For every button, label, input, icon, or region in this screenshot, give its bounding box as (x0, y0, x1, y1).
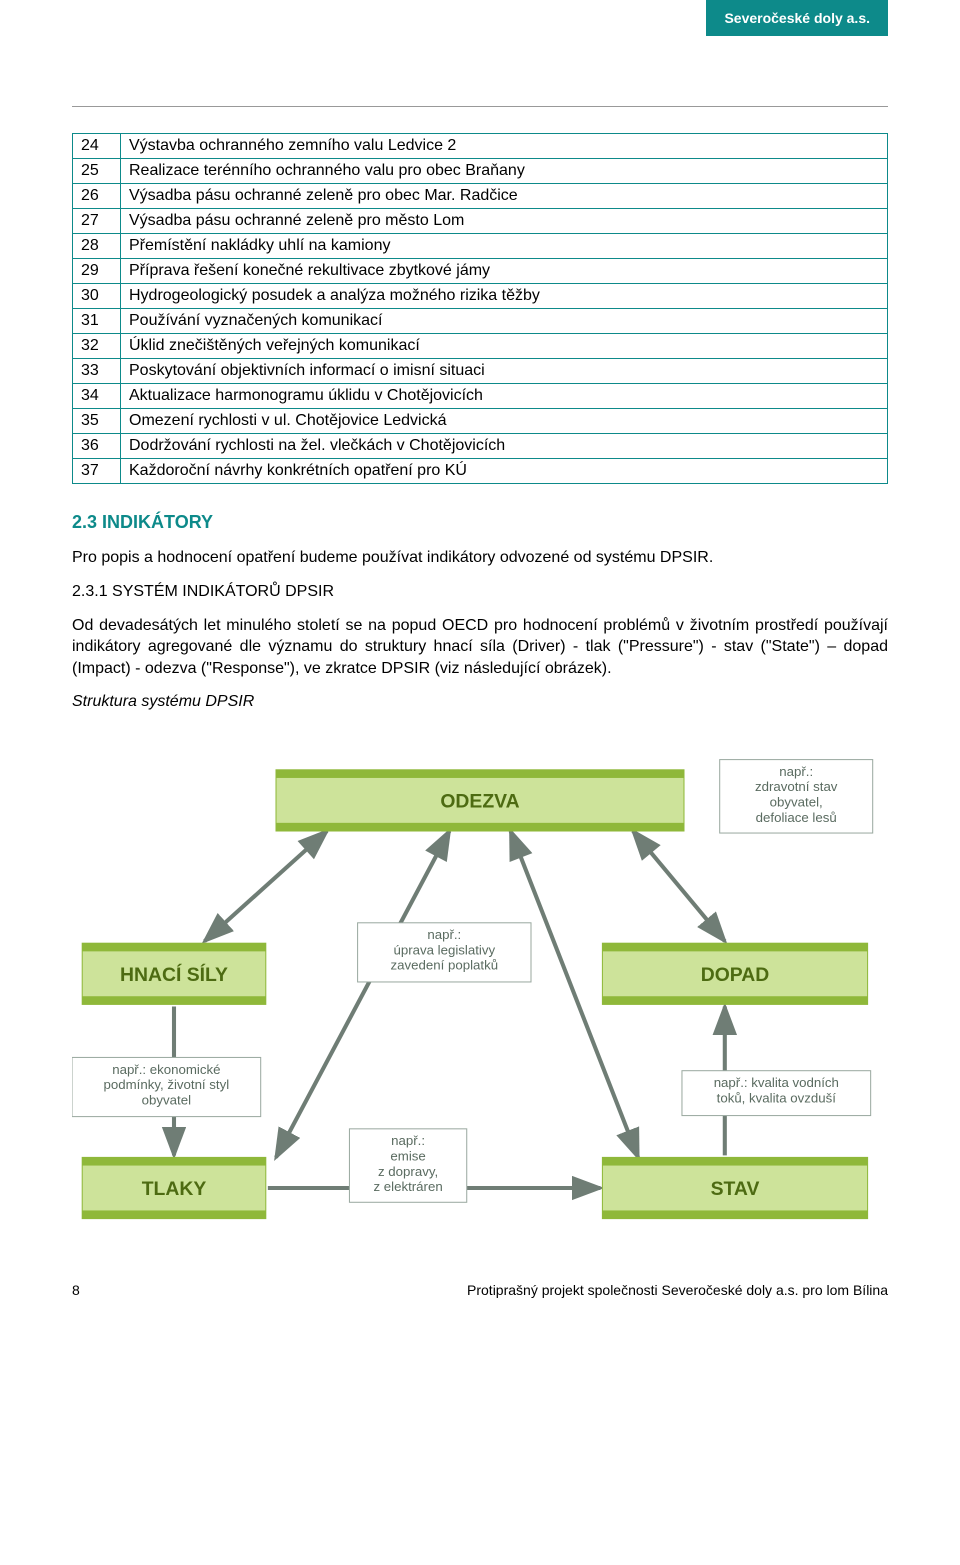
table-row: 28Přemístění nakládky uhlí na kamiony (73, 234, 888, 259)
svg-text:STAV: STAV (711, 1179, 760, 1201)
svg-text:např.:: např.: (391, 1134, 425, 1149)
measures-table: 24Výstavba ochranného zemního valu Ledvi… (72, 133, 888, 484)
table-row: 31Používání vyznačených komunikací (73, 309, 888, 334)
svg-text:DOPAD: DOPAD (701, 964, 769, 986)
svg-text:ODEZVA: ODEZVA (440, 791, 519, 813)
svg-text:zdravotní stav: zdravotní stav (755, 780, 838, 795)
row-text: Poskytování objektivních informací o imi… (121, 359, 888, 384)
row-number: 31 (73, 309, 121, 334)
row-text: Používání vyznačených komunikací (121, 309, 888, 334)
header-company-tab: Severočeské doly a.s. (706, 0, 888, 36)
row-text: Dodržování rychlosti na žel. vlečkách v … (121, 434, 888, 459)
svg-text:úprava legislativy: úprava legislativy (393, 943, 495, 958)
table-row: 25Realizace terénního ochranného valu pr… (73, 159, 888, 184)
subsection-heading: 2.3.1 SYSTÉM INDIKÁTORŮ DPSIR (72, 583, 888, 601)
svg-text:např.:: např.: (779, 764, 813, 779)
table-row: 37Každoroční návrhy konkrétních opatření… (73, 459, 888, 484)
row-text: Výsadba pásu ochranné zeleně pro obec Ma… (121, 184, 888, 209)
row-text: Omezení rychlosti v ul. Chotějovice Ledv… (121, 409, 888, 434)
svg-text:emise: emise (390, 1149, 425, 1164)
row-number: 30 (73, 284, 121, 309)
header-divider (72, 106, 888, 107)
row-text: Každoroční návrhy konkrétních opatření p… (121, 459, 888, 484)
row-number: 33 (73, 359, 121, 384)
row-text: Hydrogeologický posudek a analýza možnéh… (121, 284, 888, 309)
svg-text:z elektráren: z elektráren (373, 1179, 442, 1194)
row-number: 35 (73, 409, 121, 434)
table-row: 34Aktualizace harmonogramu úklidu v Chot… (73, 384, 888, 409)
row-text: Realizace terénního ochranného valu pro … (121, 159, 888, 184)
table-row: 35Omezení rychlosti v ul. Chotějovice Le… (73, 409, 888, 434)
row-text: Výsadba pásu ochranné zeleně pro město L… (121, 209, 888, 234)
row-text: Příprava řešení konečné rekultivace zbyt… (121, 259, 888, 284)
row-number: 26 (73, 184, 121, 209)
table-row: 27Výsadba pásu ochranné zeleně pro město… (73, 209, 888, 234)
row-text: Přemístění nakládky uhlí na kamiony (121, 234, 888, 259)
row-number: 36 (73, 434, 121, 459)
page-number: 8 (72, 1282, 102, 1298)
row-number: 34 (73, 384, 121, 409)
svg-text:obyvatel,: obyvatel, (770, 795, 823, 810)
svg-text:z dopravy,: z dopravy, (378, 1164, 438, 1179)
diagram-caption: Struktura systému DPSIR (72, 693, 888, 711)
footer-text: Protiprašný projekt společnosti Severoče… (467, 1282, 888, 1298)
svg-text:např.: ekonomické: např.: ekonomické (112, 1062, 220, 1077)
svg-text:HNACÍ SÍLY: HNACÍ SÍLY (120, 963, 228, 986)
table-row: 24Výstavba ochranného zemního valu Ledvi… (73, 134, 888, 159)
table-row: 36Dodržování rychlosti na žel. vlečkách … (73, 434, 888, 459)
row-number: 25 (73, 159, 121, 184)
table-row: 26Výsadba pásu ochranné zeleně pro obec … (73, 184, 888, 209)
svg-text:defoliace lesů: defoliace lesů (756, 810, 837, 825)
table-row: 32Úklid znečištěných veřejných komunikac… (73, 334, 888, 359)
row-number: 28 (73, 234, 121, 259)
row-text: Výstavba ochranného zemního valu Ledvice… (121, 134, 888, 159)
svg-text:TLAKY: TLAKY (142, 1179, 207, 1201)
table-row: 29Příprava řešení konečné rekultivace zb… (73, 259, 888, 284)
row-number: 37 (73, 459, 121, 484)
svg-text:toků, kvalita ovzduší: toků, kvalita ovzduší (717, 1091, 837, 1106)
svg-text:obyvatel: obyvatel (142, 1093, 191, 1108)
row-number: 27 (73, 209, 121, 234)
svg-text:zavedení poplatků: zavedení poplatků (391, 958, 499, 973)
row-text: Úklid znečištěných veřejných komunikací (121, 334, 888, 359)
svg-text:podmínky, životní styl: podmínky, životní styl (104, 1077, 230, 1092)
row-number: 29 (73, 259, 121, 284)
svg-text:např.: kvalita vodních: např.: kvalita vodních (714, 1075, 839, 1090)
page-footer: 8 Protiprašný projekt společnosti Severo… (0, 1274, 960, 1322)
table-row: 33Poskytování objektivních informací o i… (73, 359, 888, 384)
paragraph-body: Od devadesátých let minulého století se … (72, 615, 888, 680)
section-heading: 2.3 INDIKÁTORY (72, 512, 888, 533)
row-number: 24 (73, 134, 121, 159)
table-row: 30Hydrogeologický posudek a analýza možn… (73, 284, 888, 309)
svg-text:např.:: např.: (427, 927, 461, 942)
row-number: 32 (73, 334, 121, 359)
dpsir-diagram: ODEZVAHNACÍ SÍLYDOPADTLAKYSTAVnapř.:zdra… (72, 729, 888, 1239)
paragraph-intro: Pro popis a hodnocení opatření budeme po… (72, 547, 888, 569)
row-text: Aktualizace harmonogramu úklidu v Chotěj… (121, 384, 888, 409)
